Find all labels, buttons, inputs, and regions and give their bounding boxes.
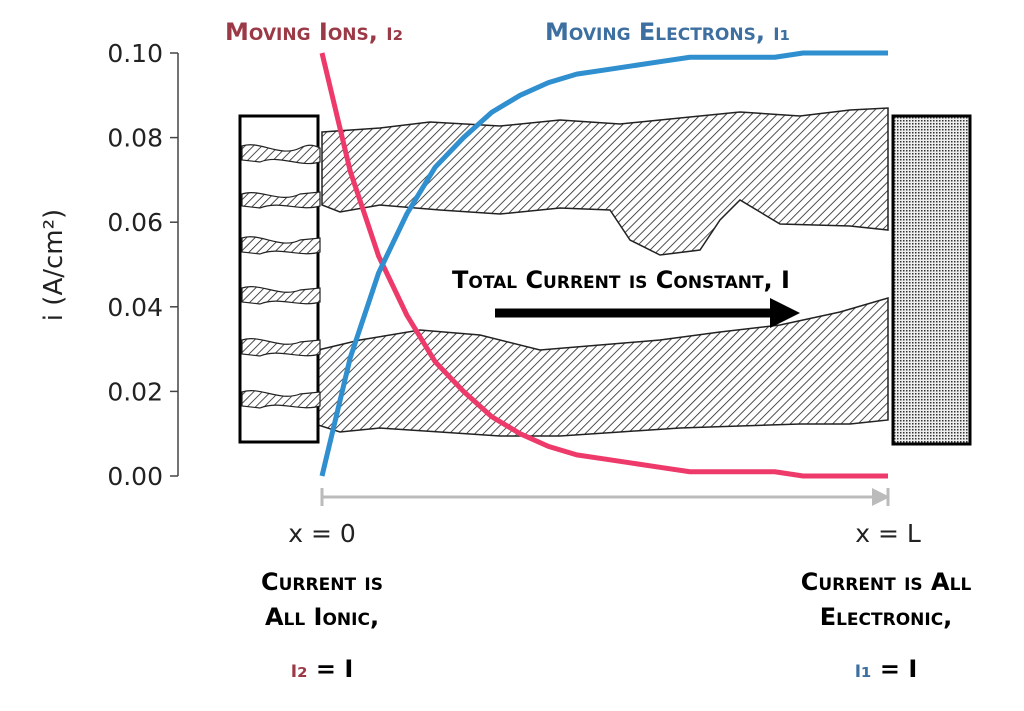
x-tick-label: x = L [855, 519, 921, 548]
lower-blob [317, 297, 889, 437]
right-note: Current is All [801, 568, 972, 596]
current-arrow-head [770, 298, 800, 328]
diagram [177, 53, 972, 506]
x-tick-label: x = 0 [288, 519, 356, 548]
y-tick-label: 0.04 [107, 293, 163, 322]
ion-strips [241, 144, 321, 409]
x-span-arrow-head [872, 488, 890, 506]
equation-rest: = I [308, 655, 354, 683]
legend-label: Moving Ions, i₂ [225, 18, 403, 46]
left-note: Current is [261, 568, 383, 596]
right-electrode [891, 114, 972, 446]
series-line [319, 50, 888, 477]
annotation: Total Current is Constant, I [452, 266, 790, 294]
left-electrode [238, 114, 320, 444]
left-equation: i₂ = I [291, 655, 354, 683]
y-tick-label: 0.10 [107, 39, 163, 68]
y-tick-label: 0.00 [107, 462, 163, 491]
right-equation: i₁ = I [855, 655, 918, 683]
y-tick-label: 0.08 [107, 124, 163, 153]
y-tick-label: 0.02 [107, 377, 163, 406]
equation-term: i₂ [291, 655, 308, 683]
series-line [319, 52, 888, 479]
y-tick-label: 0.06 [107, 208, 163, 237]
equation-term: i₁ [855, 655, 872, 683]
equation-rest: = I [872, 655, 918, 683]
upper-blob [321, 107, 889, 256]
left-note: All Ionic, [265, 603, 379, 631]
legend-label: Moving Electrons, i₁ [545, 18, 790, 46]
y-axis-label: i (A/cm²) [39, 209, 69, 321]
right-note: Electronic, [820, 603, 953, 631]
